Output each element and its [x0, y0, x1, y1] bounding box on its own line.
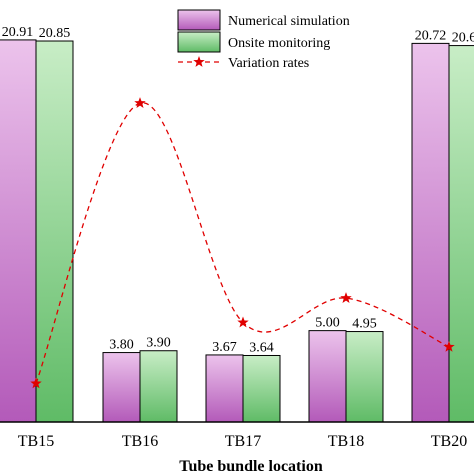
x-axis-title: Tube bundle location	[179, 458, 323, 474]
data-label-numerical-simulation-tb20: 20.72	[415, 28, 447, 43]
legend-label-onsite-monitoring: Onsite monitoring	[228, 36, 330, 51]
bars-layer	[0, 39, 474, 423]
bar-numerical-simulation-tb15	[0, 39, 37, 423]
legend-star-icon	[193, 56, 205, 67]
x-tick-label-tb16: TB16	[122, 433, 158, 450]
bar-onsite-monitoring-tb20	[448, 45, 474, 423]
data-label-numerical-simulation-tb15: 20.91	[2, 25, 34, 40]
data-label-onsite-monitoring-tb16: 3.90	[146, 336, 171, 351]
bar-onsite-monitoring-tb15	[35, 40, 74, 423]
data-label-onsite-monitoring-tb18: 4.95	[352, 317, 377, 332]
variation-rate-marker-tb17	[237, 316, 249, 328]
variation-rates-line	[35, 102, 450, 384]
data-label-onsite-monitoring-tb15: 20.85	[39, 26, 71, 41]
x-tick-layer: TB15 TB16 TB17 TB18 TB20	[18, 433, 467, 450]
data-label-onsite-monitoring-tb17: 3.64	[249, 340, 274, 355]
data-label-onsite-monitoring-tb20: 20.60	[452, 31, 474, 46]
bar-onsite-monitoring-tb17	[242, 354, 281, 423]
x-tick-label-tb17: TB17	[225, 433, 261, 450]
legend-label-numerical-simulation: Numerical simulation	[228, 14, 350, 29]
variation-line-layer	[30, 97, 455, 389]
x-tick-label-tb20: TB20	[431, 433, 467, 450]
data-label-numerical-simulation-tb17: 3.67	[212, 340, 237, 355]
bar-numerical-simulation-tb17	[205, 354, 244, 423]
variation-rate-marker-tb15	[30, 377, 42, 389]
variation-rate-marker-tb20	[443, 340, 455, 352]
data-labels-layer: 20.91 20.85 3.80 3.90 3.67 3.64 5.00 4.95 20.72 2…	[2, 25, 474, 356]
bar-numerical-simulation-tb16	[102, 352, 141, 423]
legend: Numerical simulation Onsite monitoring V…	[177, 9, 350, 71]
legend-swatch-numerical-simulation	[177, 9, 221, 31]
legend-label-variation-rates: Variation rates	[228, 56, 309, 71]
variation-rate-marker-tb16	[134, 97, 146, 108]
data-label-numerical-simulation-tb18: 5.00	[315, 316, 340, 331]
bar-numerical-simulation-tb20	[411, 42, 450, 423]
legend-swatch-onsite-monitoring	[177, 31, 221, 53]
x-tick-label-tb15: TB15	[18, 433, 54, 450]
x-tick-label-tb18: TB18	[328, 433, 364, 450]
bar-onsite-monitoring-tb18	[345, 331, 384, 423]
variation-rate-marker-tb18	[340, 292, 352, 303]
bar-onsite-monitoring-tb16	[139, 350, 178, 423]
bar-numerical-simulation-tb18	[308, 330, 347, 423]
data-label-numerical-simulation-tb16: 3.80	[109, 338, 134, 353]
